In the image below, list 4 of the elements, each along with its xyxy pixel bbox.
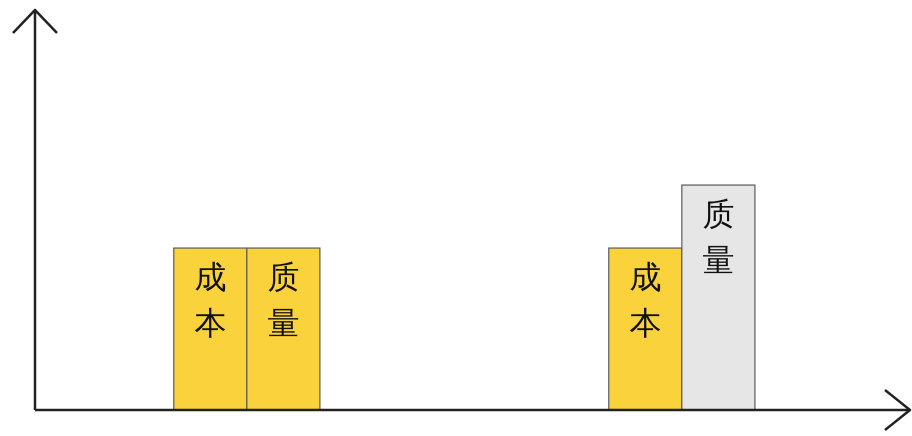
series-label: 质量 [702,195,734,280]
text: 质量 [267,258,300,342]
text: 成本 [629,258,662,342]
series-label: 成本 [194,258,226,342]
